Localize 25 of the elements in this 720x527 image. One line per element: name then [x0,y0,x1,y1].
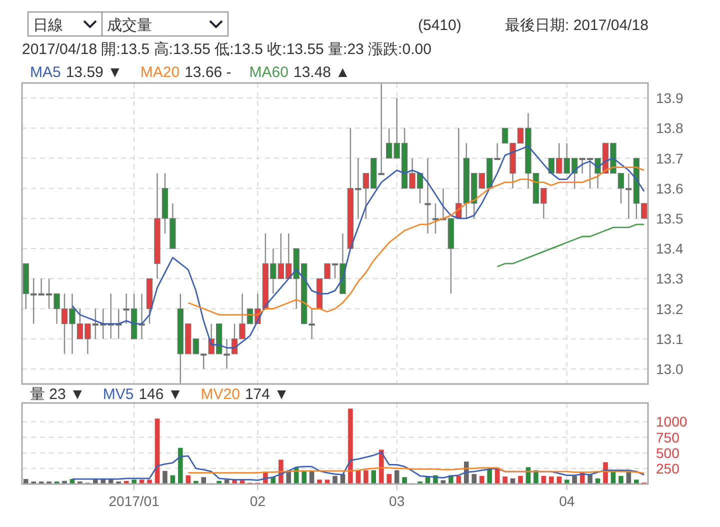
y-tick-label: 250 [656,460,680,476]
y-tick-label: 750 [656,429,680,446]
y-tick-label: 13.6 [656,180,684,196]
legend: MA5 13.59 ▼ MA20 13.66 - MA60 13.48 ▲ [30,64,350,81]
y-tick-label: 1000 [656,414,688,430]
y-tick-label: 13.8 [656,120,684,136]
y-tick-label: 500 [656,444,680,461]
y-tick-label: 13.7 [656,150,684,166]
text: 2017/04/18 開:13.5 高:13.55 低:13.5 收:13.55 量:23 漲跌:0.00 [22,41,432,58]
y-tick-label: 13.5 [656,210,684,226]
x-tick-label: 04 [559,493,575,509]
legend: 量 23 ▼ MV5 146 ▼ MV20 174 ▼ [30,386,289,403]
y-tick-label: 13.2 [656,300,684,317]
text: 成交量 [107,17,152,34]
x-tick-label: 2017/01 [108,493,160,509]
text: 最後日期: 2017/04/18 [505,17,648,34]
y-tick-label: 13.0 [656,360,684,377]
y-tick-label: 13.3 [656,270,684,287]
x-tick-label: 03 [389,493,405,509]
text: (5410) [418,17,462,34]
y-tick-label: 13.1 [656,330,684,347]
y-tick-label: 13.4 [656,240,684,257]
x-tick-label: 02 [250,493,266,509]
text: 日線 [33,17,63,34]
y-tick-label: 13.9 [656,90,684,106]
